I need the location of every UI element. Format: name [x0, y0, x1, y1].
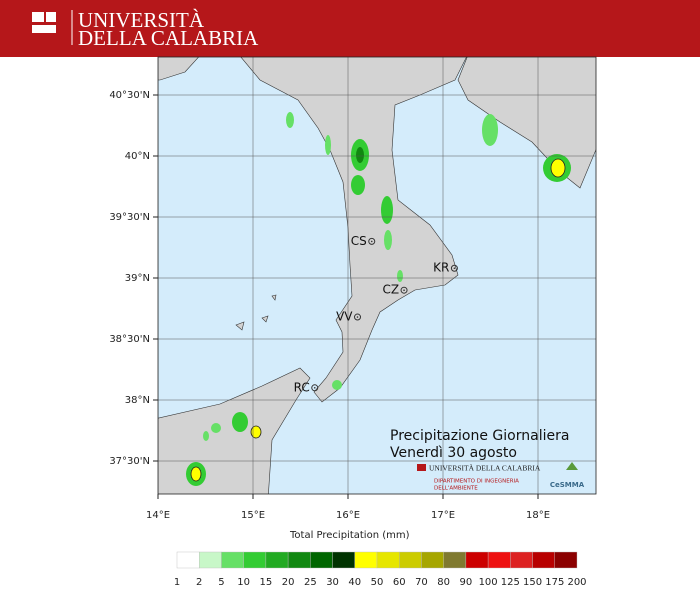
map-subtitle: Venerdì 30 agosto: [390, 445, 517, 461]
map: CS KR CZ VV RC Precipitazione Giornaliera Ve…: [158, 57, 596, 494]
colorbar-tick-label: 125: [501, 577, 520, 587]
colorbar-swatch: [421, 551, 444, 569]
colorbar-swatch: [354, 551, 378, 569]
lon-label: 17°E: [431, 510, 455, 521]
lon-label: 16°E: [336, 510, 360, 521]
city-dot: [356, 316, 359, 318]
lat-label: 39°N: [125, 273, 150, 284]
colorbar-tick-label: 200: [567, 577, 586, 587]
axes: 40°30'N 40°N 39°30'N 39°N 38°30'N 38°N 37°30'N…: [109, 90, 550, 521]
lon-label: 14°E: [146, 510, 170, 521]
header-band: [0, 0, 700, 57]
city-marker: [354, 313, 361, 321]
city-dot: [453, 267, 456, 270]
city-label: RC: [294, 380, 310, 394]
colorbar-swatch: [376, 551, 400, 569]
map-title: Precipitazione Giornaliera: [390, 428, 569, 444]
colorbar-swatch: [554, 551, 578, 569]
city-dot: [403, 289, 405, 292]
colorbar-swatch: [221, 551, 244, 569]
logos: UNIVERSITÀ DELLA CALABRIA DIPARTIMENTO D…: [417, 462, 585, 492]
colorbar-swatch: [265, 551, 289, 569]
header-line1: UNIVERSITÀ: [78, 8, 205, 32]
city-label: VV: [336, 310, 353, 324]
cities: CS KR CZ VV RC: [294, 234, 458, 394]
city-label: KR: [433, 261, 449, 275]
colorbar-swatch: [310, 551, 333, 569]
colorbar-swatch: [199, 551, 222, 569]
colorbar-swatch: [399, 551, 422, 569]
colorbar-tick-label: 40: [348, 577, 361, 587]
city-marker: [450, 264, 458, 272]
colorbar-tick-label: 5: [218, 577, 224, 587]
city-dot: [313, 387, 316, 389]
colorbar-tick-label: 25: [304, 577, 317, 587]
city-label: CZ: [382, 283, 399, 297]
colorbar-tick-label: 50: [371, 577, 384, 587]
lat-label: 38°30'N: [109, 334, 150, 345]
colorbar-swatch: [532, 551, 555, 569]
lat-label: 40°N: [125, 151, 150, 162]
colorbar: 1 2 5 10 15 20 25 30 40 50 60 70 80 90 100 125 150 175 200: [174, 551, 587, 588]
colorbar-swatch: [287, 551, 311, 569]
colorbar-tick-label: 100: [479, 577, 498, 587]
logo-cesmma: CeSMMA: [550, 481, 585, 489]
colorbar-tick-label: 90: [460, 577, 473, 587]
colorbar-tick-label: 60: [393, 577, 406, 587]
logo-department: DIPARTIMENTO DI INGEGNERIA: [434, 479, 519, 485]
logo-department2: DELL'AMBIENTE: [434, 486, 478, 492]
header-logo: UNIVERSITÀ DELLA CALABRIA: [32, 8, 259, 50]
map-frame: [157, 56, 597, 495]
colorbar-swatch: [176, 551, 200, 569]
colorbar-swatch: [243, 551, 267, 569]
precipitation: [186, 112, 571, 486]
city-marker: [368, 237, 376, 245]
lon-label: 15°E: [241, 510, 265, 521]
colorbar-tick-label: 1: [174, 577, 180, 587]
colorbar-swatch: [443, 551, 467, 569]
colorbar-tick-label: 2: [196, 577, 202, 587]
colorbar-label: Total Precipitation (mm): [289, 530, 410, 541]
colorbar-tick-label: 20: [282, 577, 295, 587]
lat-label: 38°N: [125, 395, 150, 406]
lat-label: 40°30'N: [109, 90, 150, 101]
city-marker: [400, 286, 408, 294]
colorbar-tick-label: 80: [437, 577, 450, 587]
colorbar-tick-label: 30: [326, 577, 339, 587]
colorbar-swatch: [465, 551, 489, 569]
lat-label: 39°30'N: [109, 212, 150, 223]
colorbar-tick-label: 15: [260, 577, 273, 587]
colorbar-tick-label: 150: [523, 577, 542, 587]
graticule: [158, 57, 596, 494]
city-dot: [370, 240, 373, 243]
colorbar-tick-label: 70: [415, 577, 428, 587]
header-line2: DELLA CALABRIA: [78, 26, 259, 50]
logo-university: UNIVERSITÀ DELLA CALABRIA: [429, 463, 541, 473]
colorbar-tick-label: 10: [237, 577, 250, 587]
colorbar-swatch: [332, 551, 355, 569]
colorbar-tick-label: 175: [545, 577, 564, 587]
city-label: CS: [351, 234, 367, 248]
lon-label: 18°E: [526, 510, 550, 521]
lat-label: 37°30'N: [109, 456, 150, 467]
colorbar-swatch: [510, 551, 533, 569]
city-marker: [311, 384, 319, 392]
colorbar-swatch: [487, 551, 511, 569]
